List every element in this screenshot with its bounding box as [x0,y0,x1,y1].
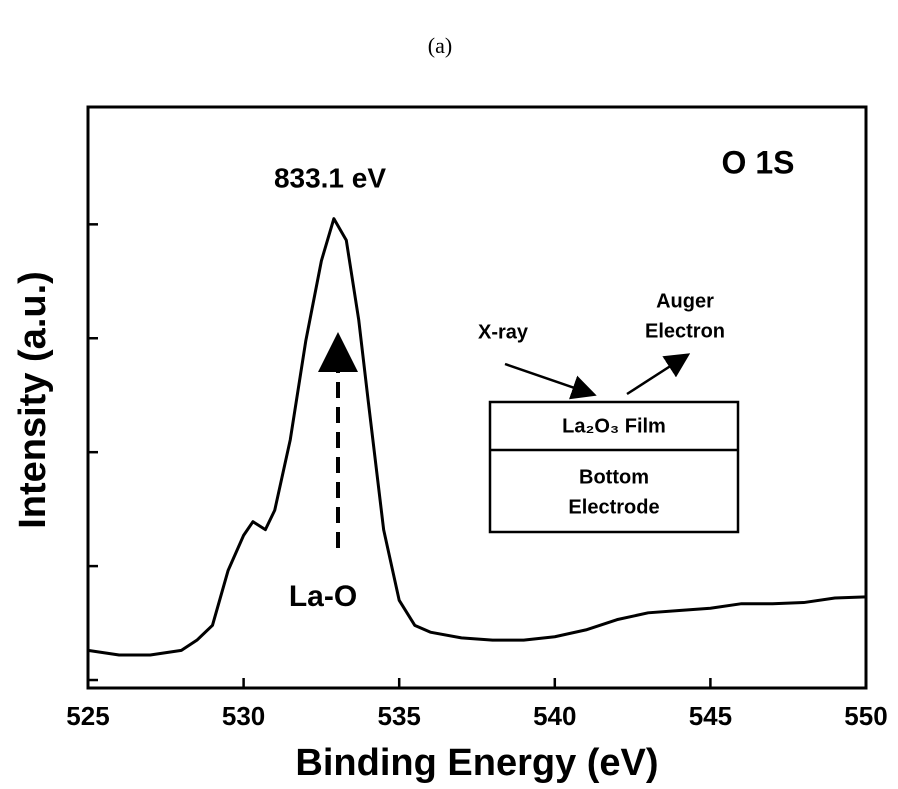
chart-title: (a) [428,33,452,58]
x-tick-label: 530 [222,701,265,731]
xray-arrow [504,362,597,400]
x-tick-label: 535 [378,701,421,731]
electrode-label: Electrode [568,496,659,518]
spectrum-line [87,217,867,657]
auger-arrow [626,353,691,396]
electron-label: Electron [645,320,725,342]
inset-box [488,400,740,534]
y-axis-label: Intensity (a.u.) [12,271,54,529]
bottom-label: Bottom [579,466,649,488]
peak-label: 833.1 eV [274,162,386,193]
x-tick-label: 545 [689,701,732,731]
x-tick-label: 540 [533,701,576,731]
x-tick-label: 550 [844,701,887,731]
film-label: La₂O₃ Film [562,415,666,437]
x-axis-label: Binding Energy (eV) [295,742,658,784]
bond-label: La-O [289,580,357,613]
orbital-label: O 1S [722,144,795,180]
plot-frame [86,105,868,690]
xray-label: X-ray [478,321,529,343]
auger-label: Auger [656,290,714,312]
x-tick-label: 525 [66,701,109,731]
